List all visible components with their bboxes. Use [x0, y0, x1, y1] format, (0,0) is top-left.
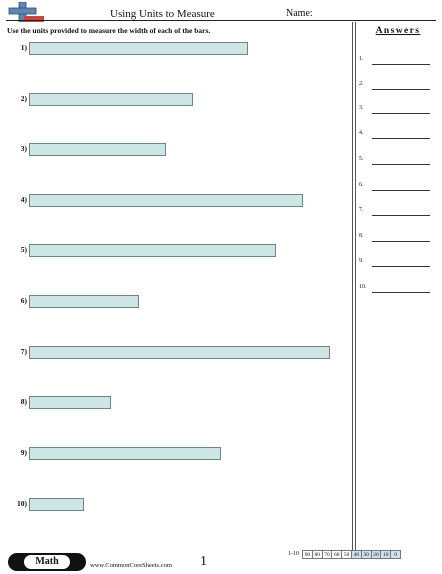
measure-bar: [29, 244, 276, 257]
question-number: 4): [20, 195, 27, 204]
answer-number: 3.: [359, 105, 364, 111]
answer-blank[interactable]: [372, 164, 430, 165]
instructions: Use the units provided to measure the wi…: [7, 26, 211, 35]
page-number: 1: [200, 554, 207, 569]
question-4: 4): [0, 194, 350, 208]
question-9: 9): [0, 447, 350, 461]
answer-row: 4.: [359, 130, 437, 140]
answer-number: 2.: [359, 81, 364, 87]
question-1: 1): [0, 42, 350, 56]
question-2: 2): [0, 93, 350, 107]
measure-bar: [29, 346, 331, 359]
measure-bar: [29, 93, 194, 106]
answer-number: 9.: [359, 258, 364, 264]
question-number: 5): [20, 245, 27, 254]
answer-blank[interactable]: [372, 113, 430, 114]
answer-row: 3.: [359, 105, 437, 115]
answer-number: 1.: [359, 56, 364, 62]
answer-number: 8.: [359, 233, 364, 239]
answer-number: 7.: [359, 207, 364, 213]
measure-bar: [29, 396, 112, 409]
question-number: 2): [20, 94, 27, 103]
plus-logo-icon: [8, 2, 44, 22]
answer-row: 8.: [359, 233, 437, 243]
score-cell: 0: [390, 550, 401, 559]
question-number: 8): [20, 397, 27, 406]
name-label: Name:: [286, 8, 313, 19]
question-10: 10): [0, 498, 350, 512]
question-number: 9): [20, 448, 27, 457]
answer-blank[interactable]: [372, 138, 430, 139]
worksheet-title: Using Units to Measure: [110, 8, 215, 20]
answer-blank[interactable]: [372, 241, 430, 242]
answer-number: 6.: [359, 182, 364, 188]
math-badge-label: Math: [24, 555, 70, 569]
answer-number: 5.: [359, 156, 364, 162]
measure-bar: [29, 194, 303, 207]
question-5: 5): [0, 244, 350, 258]
answer-blank[interactable]: [372, 292, 430, 293]
question-8: 8): [0, 396, 350, 410]
measure-bar: [29, 498, 84, 511]
question-number: 7): [20, 347, 27, 356]
header-rule: [6, 20, 436, 21]
answers-title: Answers: [375, 26, 421, 36]
question-3: 3): [0, 143, 350, 157]
answer-row: 1.: [359, 56, 437, 66]
answer-blank[interactable]: [372, 89, 430, 90]
answer-blank[interactable]: [372, 64, 430, 65]
question-number: 10): [17, 499, 27, 508]
column-divider: [352, 22, 356, 550]
measure-bar: [29, 295, 139, 308]
answer-row: 10.: [359, 284, 437, 294]
score-range: 1-10: [288, 551, 299, 557]
answer-blank[interactable]: [372, 215, 430, 216]
answer-row: 9.: [359, 258, 437, 268]
question-number: 6): [20, 296, 27, 305]
answer-number: 4.: [359, 130, 364, 136]
answer-row: 2.: [359, 81, 437, 91]
answer-row: 7.: [359, 207, 437, 217]
math-badge: Math: [8, 553, 86, 571]
question-number: 3): [20, 144, 27, 153]
answer-blank[interactable]: [372, 266, 430, 267]
site-url: www.CommonCoreSheets.com: [90, 562, 172, 569]
answer-number: 10.: [359, 284, 367, 290]
answer-row: 5.: [359, 156, 437, 166]
measure-bar: [29, 42, 249, 55]
measure-bar: [29, 143, 166, 156]
score-table: 90 80 70 60 50 40 30 20 10 0: [302, 550, 401, 559]
measure-bar: [29, 447, 221, 460]
question-6: 6): [0, 295, 350, 309]
question-number: 1): [20, 43, 27, 52]
answer-row: 6.: [359, 182, 437, 192]
question-7: 7): [0, 346, 350, 360]
answer-blank[interactable]: [372, 190, 430, 191]
